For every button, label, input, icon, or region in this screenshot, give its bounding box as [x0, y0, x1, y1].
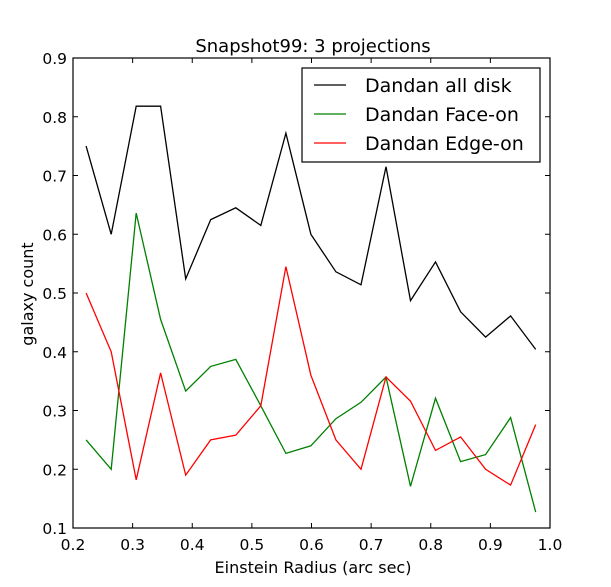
y-tick-label: 0.6 [42, 226, 67, 244]
y-axis-title: galaxy count [18, 242, 37, 345]
plot-frame [72, 57, 551, 529]
x-tick-label: 0.6 [299, 536, 324, 554]
chart-title: Snapshot99: 3 projections [195, 36, 430, 57]
x-tick-label: 0.5 [240, 536, 265, 554]
x-tick-label: 0.9 [478, 536, 503, 554]
x-tick-label: 0.2 [61, 536, 86, 554]
legend-box [301, 67, 541, 163]
legend-label-3: Dandan Edge-on [365, 133, 524, 155]
x-tick-label: 0.7 [359, 536, 384, 554]
x-tick-label: 0.4 [180, 536, 205, 554]
y-tick-label: 0.5 [42, 285, 67, 303]
y-tick-label: 0.9 [42, 50, 67, 68]
y-tick-label: 0.4 [42, 344, 67, 362]
y-tick-label: 0.8 [42, 109, 67, 127]
legend: Dandan all disk Dandan Face-on Dandan Edge… [301, 67, 541, 163]
series-line-3 [85, 266, 537, 487]
legend-label-2: Dandan Face-on [365, 104, 519, 126]
y-tick-label: 0.2 [42, 461, 67, 479]
y-tick-label: 0.1 [42, 520, 67, 538]
series-line-2 [85, 212, 537, 513]
legend-label-1: Dandan all disk [365, 75, 512, 97]
plot-area: 0.2 0.3 0.4 0.5 0.6 0.7 0.8 0.9 1.00.10.20.30.40… [42, 50, 562, 554]
series-line-1 [85, 105, 537, 350]
x-tick-label: 1.0 [538, 536, 563, 554]
x-tick-label: 0.3 [120, 536, 145, 554]
x-tick-label: 0.8 [418, 536, 443, 554]
x-axis-title: Einstein Radius (arc sec) [215, 558, 412, 577]
y-tick-label: 0.7 [42, 168, 67, 186]
y-tick-label: 0.3 [42, 403, 67, 421]
